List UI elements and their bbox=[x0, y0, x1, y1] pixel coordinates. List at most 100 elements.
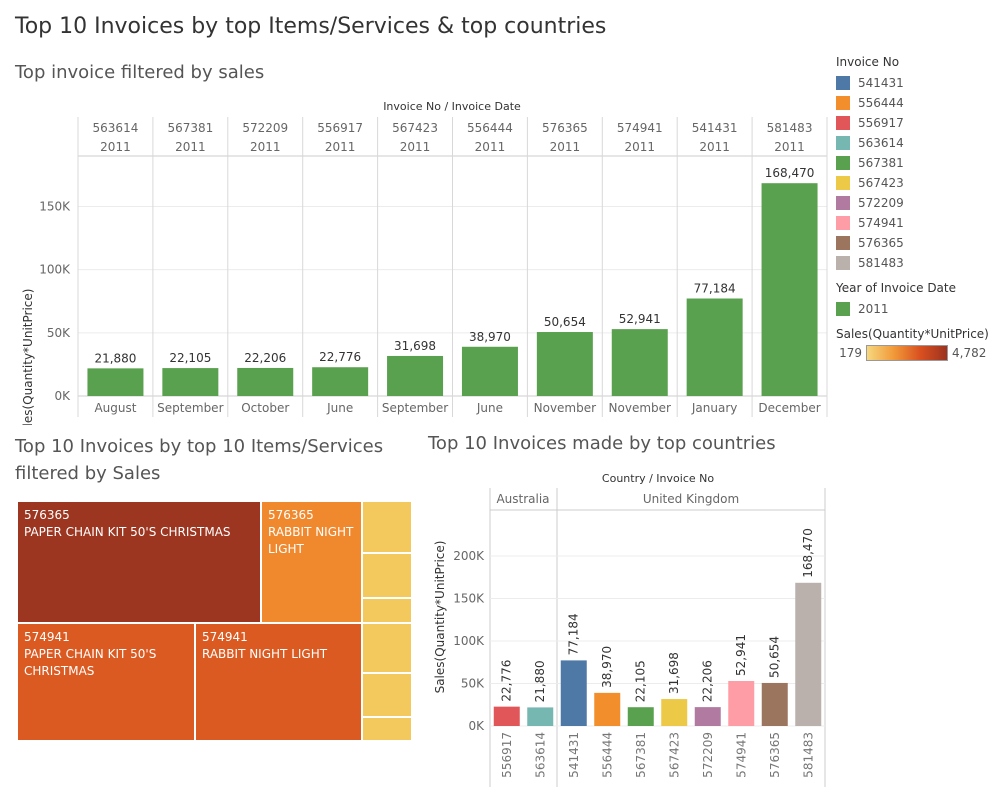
bar-value-label: 22,776 bbox=[500, 660, 514, 702]
country-header-uk: United Kingdom bbox=[643, 492, 739, 506]
legend-swatch bbox=[836, 176, 850, 190]
invoice-legend-title: Invoice No bbox=[836, 55, 900, 69]
y-tick-label: 150K bbox=[39, 200, 71, 214]
bar-value-label: 21,880 bbox=[533, 660, 547, 702]
bar[interactable] bbox=[594, 692, 621, 726]
bar[interactable] bbox=[536, 332, 593, 396]
treemap-cell[interactable]: 574941 RABBIT NIGHT LIGHT bbox=[195, 623, 362, 741]
bar[interactable] bbox=[694, 707, 721, 726]
invoice-header-label: 563614 bbox=[93, 121, 139, 135]
sales-scale-min: 179 bbox=[839, 346, 862, 360]
bar[interactable] bbox=[795, 582, 822, 726]
treemap-cell-item: RABBIT NIGHT LIGHT bbox=[268, 525, 354, 556]
month-label: November bbox=[609, 401, 671, 415]
legend-swatch bbox=[836, 116, 850, 130]
bar[interactable] bbox=[761, 682, 788, 726]
legend-swatch bbox=[836, 236, 850, 250]
invoice-legend-item[interactable]: 567381 bbox=[836, 153, 996, 173]
y-tick-label: 100K bbox=[39, 263, 71, 277]
treemap-small-cell[interactable] bbox=[362, 598, 412, 623]
legend-label: 556917 bbox=[858, 116, 904, 130]
bar[interactable] bbox=[627, 707, 654, 726]
bar-value-label: 22,776 bbox=[319, 350, 361, 364]
treemap-title: Top 10 Invoices by top 10 Items/Services… bbox=[15, 436, 384, 484]
month-label: November bbox=[534, 401, 596, 415]
month-label: January bbox=[691, 401, 738, 415]
bar[interactable] bbox=[611, 329, 668, 396]
bar-value-label: 38,970 bbox=[469, 330, 511, 344]
legend-swatch bbox=[836, 156, 850, 170]
legend-swatch bbox=[836, 136, 850, 150]
invoice-header-label: 572209 bbox=[242, 121, 288, 135]
dashboard-title: Top 10 Invoices by top Items/Services & … bbox=[15, 14, 607, 39]
bar-value-label: 38,970 bbox=[600, 646, 614, 688]
treemap-small-cell[interactable] bbox=[362, 501, 412, 553]
invoice-legend-item[interactable]: 563614 bbox=[836, 133, 996, 153]
y-tick-label: 50K bbox=[47, 326, 71, 340]
treemap-cell-invoice: 576365 bbox=[24, 508, 70, 522]
treemap-small-cell[interactable] bbox=[362, 623, 412, 673]
year-header-label: 2011 bbox=[400, 140, 431, 154]
bar[interactable] bbox=[87, 368, 144, 396]
bar-value-label: 77,184 bbox=[567, 613, 581, 655]
treemap-small-cell[interactable] bbox=[362, 673, 412, 717]
x-tick-label: 556444 bbox=[600, 732, 614, 778]
year-legend-label: 2011 bbox=[858, 302, 889, 316]
bar[interactable] bbox=[493, 706, 520, 726]
year-legend-item[interactable]: 2011 bbox=[836, 299, 996, 319]
country-sales-bar-chart: Country / Invoice No Sales(Quantity*Unit… bbox=[433, 472, 826, 787]
invoice-header-label: 574941 bbox=[617, 121, 663, 135]
x-tick-label: 581483 bbox=[801, 732, 815, 778]
invoice-legend-item[interactable]: 581483 bbox=[836, 253, 996, 273]
bar[interactable] bbox=[527, 707, 554, 726]
x-tick-label: 556917 bbox=[500, 732, 514, 778]
bar[interactable] bbox=[560, 660, 587, 726]
bar[interactable] bbox=[661, 699, 688, 726]
invoice-legend-item[interactable]: 556444 bbox=[836, 93, 996, 113]
sales-gradient-bar bbox=[866, 345, 948, 361]
legend-label: 572209 bbox=[858, 196, 904, 210]
invoice-legend-item[interactable]: 572209 bbox=[836, 193, 996, 213]
year-legend-title: Year of Invoice Date bbox=[836, 281, 956, 295]
bar[interactable] bbox=[761, 183, 818, 396]
invoice-legend: 541431 556444 556917 563614 567381 567423 5722… bbox=[836, 73, 996, 273]
treemap-cell-item: PAPER CHAIN KIT 50'S CHRISTMAS bbox=[24, 525, 231, 539]
bar[interactable] bbox=[728, 681, 755, 726]
bar[interactable] bbox=[162, 368, 219, 396]
treemap-cell-invoice: 576365 bbox=[268, 508, 314, 522]
treemap-cell[interactable]: 576365 PAPER CHAIN KIT 50'S CHRISTMAS bbox=[17, 501, 261, 623]
country-header-australia: Australia bbox=[496, 492, 549, 506]
invoice-legend-item[interactable]: 574941 bbox=[836, 213, 996, 233]
treemap-cell-invoice: 574941 bbox=[24, 630, 70, 644]
treemap-cell[interactable]: 576365 RABBIT NIGHT LIGHT bbox=[261, 501, 362, 623]
bar[interactable] bbox=[461, 346, 518, 396]
x-tick-label: 541431 bbox=[567, 732, 581, 778]
year-swatch bbox=[836, 302, 850, 316]
invoice-legend-item[interactable]: 567423 bbox=[836, 173, 996, 193]
month-label: October bbox=[241, 401, 289, 415]
legend-panel: Invoice No 541431 556444 556917 563614 56738… bbox=[836, 55, 996, 361]
treemap-small-cell[interactable] bbox=[362, 717, 412, 741]
treemap-small-cell[interactable] bbox=[362, 553, 412, 598]
invoice-legend-item[interactable]: 576365 bbox=[836, 233, 996, 253]
treemap-cell[interactable]: 574941 PAPER CHAIN KIT 50'S CHRISTMAS bbox=[17, 623, 195, 741]
invoice-legend-item[interactable]: 556917 bbox=[836, 113, 996, 133]
items-treemap: 576365 PAPER CHAIN KIT 50'S CHRISTMAS 57… bbox=[17, 501, 412, 741]
y-tick-label: 200K bbox=[453, 549, 485, 563]
invoice-legend-item[interactable]: 541431 bbox=[836, 73, 996, 93]
legend-swatch bbox=[836, 96, 850, 110]
invoice-header-label: 576365 bbox=[542, 121, 588, 135]
y-tick-label: 50K bbox=[461, 677, 485, 691]
bar[interactable] bbox=[387, 355, 444, 396]
country-chart-header-label: Country / Invoice No bbox=[602, 472, 714, 485]
bar[interactable] bbox=[312, 367, 369, 396]
bar-value-label: 31,698 bbox=[667, 652, 681, 694]
legend-swatch bbox=[836, 216, 850, 230]
bar[interactable] bbox=[686, 298, 743, 396]
year-header-label: 2011 bbox=[550, 140, 581, 154]
treemap-cell-item: PAPER CHAIN KIT 50'S CHRISTMAS bbox=[24, 647, 157, 678]
invoice-header-label: 556917 bbox=[317, 121, 363, 135]
bar[interactable] bbox=[237, 367, 294, 396]
year-header-label: 2011 bbox=[774, 140, 805, 154]
month-label: June bbox=[476, 401, 503, 415]
